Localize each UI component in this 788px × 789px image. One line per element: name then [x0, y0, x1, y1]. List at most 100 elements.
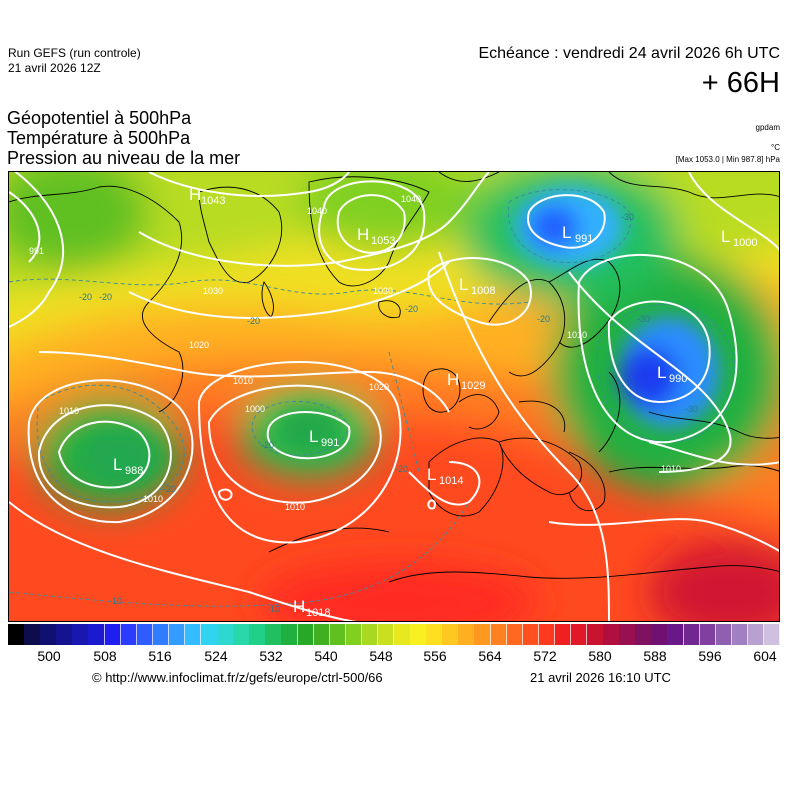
- colorbar-swatch: [506, 624, 524, 645]
- colorbar-tick: 500: [37, 648, 61, 664]
- center-value: 1043: [201, 195, 225, 207]
- isotherm-label: -10: [267, 604, 280, 614]
- colorbar-tick: 548: [369, 648, 393, 664]
- center-value: 1018: [306, 607, 330, 619]
- colorbar-swatch: [136, 624, 154, 645]
- isobar-label: 1040: [401, 194, 421, 204]
- colorbar-swatch: [233, 624, 250, 645]
- colorbar-swatch: [345, 624, 363, 645]
- colorbar-swatch: [635, 624, 652, 645]
- pressure-center[interactable]: L 1014: [427, 465, 463, 487]
- center-letter: L: [427, 465, 436, 484]
- colorbar-swatch: [168, 624, 186, 645]
- isobar-label: 1010: [285, 502, 305, 512]
- colorbar-swatch: [184, 624, 202, 645]
- source-link[interactable]: © http://www.infoclimat.fr/z/gefs/europe…: [92, 670, 383, 685]
- unit-temperature: °C: [771, 143, 780, 152]
- colorbar-swatch: [24, 624, 41, 645]
- colorbar-tick: 564: [478, 648, 502, 664]
- isobar-label: 1020: [189, 340, 209, 350]
- pressure-center[interactable]: H 1053: [357, 225, 395, 247]
- center-letter: H: [357, 225, 369, 244]
- colorbar-swatch: [104, 624, 122, 645]
- colorbar-swatch: [715, 624, 733, 645]
- pressure-centers: H 1043 H 1053 L 991 L 1000 L 1008 L 990 H 1029 …: [113, 185, 757, 619]
- center-value: 1029: [461, 380, 485, 392]
- isobars: [9, 172, 779, 621]
- pressure-center[interactable]: L 990: [657, 363, 687, 385]
- center-letter: H: [447, 370, 459, 389]
- colorbar-swatch: [88, 624, 105, 645]
- color-scale-bar: [8, 624, 781, 645]
- isotherm-label: -30: [621, 212, 634, 222]
- center-letter: L: [309, 427, 318, 446]
- colorbar-swatch: [281, 624, 298, 645]
- pressure-center[interactable]: L 1000: [721, 227, 757, 249]
- isobar-label: 1000: [245, 404, 265, 414]
- isotherm-label: -20: [395, 464, 408, 474]
- center-letter: L: [113, 455, 122, 474]
- colorbar-swatch: [120, 624, 138, 645]
- isotherm-label: -20: [79, 292, 92, 302]
- center-letter: H: [189, 185, 201, 204]
- colorbar-swatch: [458, 624, 475, 645]
- pressure-center[interactable]: H 1029: [447, 370, 485, 392]
- colorbar-tick: 508: [93, 648, 117, 664]
- colorbar-swatch: [72, 624, 89, 645]
- colorbar-swatch: [763, 624, 781, 645]
- colorbar-tick: 580: [588, 648, 612, 664]
- forecast-horizon: + 66H: [701, 67, 780, 99]
- center-letter: L: [459, 275, 468, 294]
- weather-map[interactable]: H 1043 H 1053 L 991 L 1000 L 1008 L 990 H 1029 …: [8, 171, 780, 622]
- isotherm-label: -30: [685, 404, 698, 414]
- isobar-label: 1010: [661, 464, 681, 474]
- colorbar-swatch: [265, 624, 282, 645]
- pressure-center[interactable]: H 1043: [189, 185, 225, 207]
- colorbar-tick: 540: [314, 648, 338, 664]
- isotherm-label: -30: [637, 314, 650, 324]
- run-date: 21 avril 2026 12Z: [8, 61, 101, 75]
- center-letter: H: [293, 597, 305, 616]
- colorbar-swatch: [474, 624, 491, 645]
- pressure-center[interactable]: L 991: [309, 427, 339, 449]
- isotherm-label: -20: [163, 484, 176, 494]
- colorbar-swatch: [217, 624, 234, 645]
- colorbar-swatch: [40, 624, 57, 645]
- colorbar-swatch: [442, 624, 459, 645]
- colorbar-swatch: [538, 624, 556, 645]
- pressure-center[interactable]: L 991: [562, 223, 593, 245]
- center-letter: L: [562, 223, 571, 242]
- colorbar-swatch: [619, 624, 636, 645]
- colorbar-swatch: [410, 624, 427, 645]
- colorbar-swatch: [554, 624, 572, 645]
- weather-map-canvas: H 1043 H 1053 L 991 L 1000 L 1008 L 990 H 1029 …: [9, 172, 779, 621]
- center-value: 991: [321, 437, 339, 449]
- center-value: 1008: [471, 285, 495, 297]
- colorbar-tick: 604: [753, 648, 777, 664]
- colorbar-tick: 596: [698, 648, 722, 664]
- unit-geopotential: gpdam: [755, 123, 780, 132]
- center-value: 991: [575, 233, 593, 245]
- isotherm-label: -20: [247, 316, 260, 326]
- colorbar-swatch: [683, 624, 701, 645]
- center-value: 1053: [371, 235, 395, 247]
- pressure-center[interactable]: H 1018: [293, 597, 330, 619]
- colorbar-swatch: [56, 624, 73, 645]
- colorbar-swatch: [667, 624, 684, 645]
- colorbar-swatch: [699, 624, 717, 645]
- pressure-center[interactable]: L 1008: [459, 275, 495, 297]
- isobar-label: 1010: [59, 406, 79, 416]
- colorbar-swatch: [313, 624, 331, 645]
- isobar-label: 1010: [567, 330, 587, 340]
- isotherm-label: -20: [537, 314, 550, 324]
- isotherm-label: -10: [109, 596, 122, 606]
- colorbar-tick: 572: [533, 648, 557, 664]
- pressure-center[interactable]: L 988: [113, 455, 143, 477]
- colorbar-swatch: [8, 624, 25, 645]
- generated-time: 21 avril 2026 16:10 UTC: [530, 670, 671, 685]
- parameter-sea-level-pressure: Pression au niveau de la mer: [7, 148, 241, 168]
- isotherm-label: -20: [99, 292, 112, 302]
- parameter-geopotential: Géopotentiel à 500hPa: [7, 108, 192, 128]
- parameter-temperature: Température à 500hPa: [7, 128, 191, 148]
- isobar-label: 1030: [203, 286, 223, 296]
